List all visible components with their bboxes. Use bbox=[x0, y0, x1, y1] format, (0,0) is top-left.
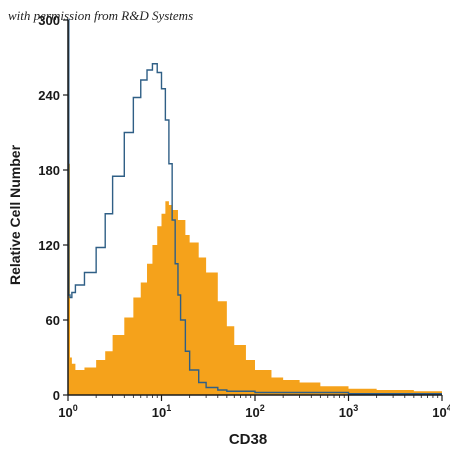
y-tick-label: 240 bbox=[38, 88, 60, 103]
y-tick-label: 180 bbox=[38, 163, 60, 178]
x-tick-label: 103 bbox=[339, 403, 358, 420]
x-tick-label: 100 bbox=[58, 403, 77, 420]
y-tick-label: 120 bbox=[38, 238, 60, 253]
y-tick-label: 0 bbox=[53, 388, 60, 403]
watermark-text: with permission from R&D Systems bbox=[8, 8, 193, 23]
outline-histogram-series bbox=[68, 19, 442, 395]
x-tick-label: 104 bbox=[432, 403, 450, 420]
x-tick-label: 102 bbox=[245, 403, 264, 420]
x-axis-title: CD38 bbox=[229, 431, 267, 448]
x-axis-ticks: 100 101 102 103 104 bbox=[58, 395, 450, 420]
y-tick-label: 60 bbox=[46, 313, 60, 328]
y-axis-title: Relative Cell Number bbox=[7, 144, 23, 285]
y-tick-label: 300 bbox=[38, 13, 60, 28]
plot-area bbox=[67, 19, 442, 396]
y-axis-ticks: 0 60 120 180 240 300 bbox=[38, 13, 68, 403]
filled-histogram-series bbox=[68, 163, 442, 395]
x-tick-label: 101 bbox=[152, 403, 171, 420]
